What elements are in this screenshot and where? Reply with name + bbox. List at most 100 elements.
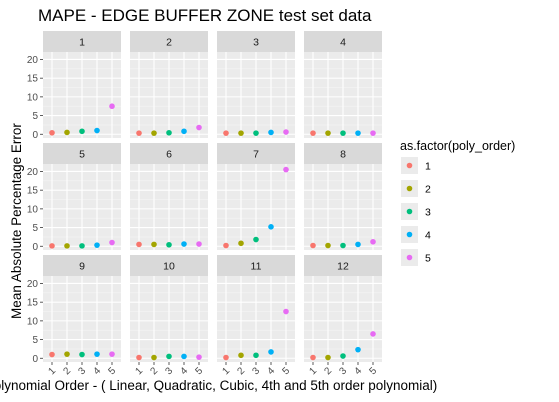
- data-point: [151, 354, 157, 361]
- x-tick-label: 2: [61, 365, 73, 377]
- data-point: [166, 241, 172, 248]
- facet-strip-label: 4: [340, 37, 346, 49]
- x-tick-label: 4: [352, 365, 364, 377]
- y-tick-label: 5: [32, 111, 38, 122]
- facet-strip: [43, 143, 121, 164]
- facet-strip-label: 2: [166, 37, 172, 49]
- y-tick-label: 5: [32, 223, 38, 234]
- facet-strip-label: 9: [79, 261, 85, 273]
- x-tick-label: 4: [91, 365, 103, 377]
- legend-entry-5: 5: [401, 249, 431, 266]
- data-point: [325, 354, 331, 361]
- y-tick-label: 0: [32, 242, 38, 253]
- y-tick-label: 15: [27, 298, 39, 309]
- legend-label: 4: [425, 230, 431, 242]
- data-point: [355, 130, 361, 136]
- data-point: [166, 353, 172, 360]
- facet-panel-6: 6: [130, 143, 208, 250]
- data-point: [94, 127, 100, 134]
- x-tick-label: 2: [148, 365, 160, 377]
- data-point: [268, 129, 274, 136]
- legend-point: [406, 162, 413, 169]
- data-point: [151, 241, 157, 248]
- facet-strip-label: 8: [340, 149, 346, 161]
- y-axis-title: Mean Absolute Percentage Error: [9, 123, 24, 319]
- legend: as.factor(poly_order) 1 2 3 4 5: [400, 139, 515, 266]
- facet-strip: [217, 143, 295, 164]
- x-tick-label: 1: [307, 365, 319, 377]
- x-axis-title: Polynomial Order - ( Linear, Quadratic, …: [0, 378, 437, 393]
- data-point: [355, 346, 361, 353]
- legend-entries: 1 2 3 4 5: [401, 157, 431, 266]
- data-point: [223, 130, 229, 136]
- legend-entry-2: 2: [401, 180, 431, 197]
- facet-strip-label: 5: [79, 149, 85, 161]
- facet-strip-label: 3: [253, 37, 259, 49]
- legend-entry-1: 1: [401, 157, 431, 174]
- data-point: [64, 129, 70, 136]
- y-tick-label: 20: [27, 279, 39, 290]
- legend-label: 3: [425, 207, 431, 219]
- x-tick-label: 3: [163, 365, 175, 377]
- data-point: [181, 353, 187, 360]
- data-point: [94, 242, 100, 248]
- x-tick-label: 1: [46, 365, 58, 377]
- data-point: [355, 241, 361, 248]
- x-tick-label: 5: [367, 365, 379, 377]
- data-point: [109, 351, 115, 357]
- facet-panel-4: 4: [304, 31, 382, 138]
- facet-panel-8: 8: [304, 143, 382, 250]
- data-point: [238, 352, 244, 359]
- data-point: [196, 354, 202, 360]
- data-point: [166, 129, 172, 136]
- data-point: [94, 351, 100, 357]
- facet-strip-label: 10: [163, 261, 175, 273]
- data-point: [325, 242, 331, 249]
- facet-strip-label: 6: [166, 149, 172, 161]
- data-point: [310, 130, 316, 136]
- data-point: [223, 354, 229, 361]
- data-point: [49, 243, 55, 249]
- facet-strip: [130, 31, 208, 52]
- y-tick-label: 0: [32, 130, 38, 141]
- x-tick-label: 3: [250, 365, 262, 377]
- data-point: [283, 166, 289, 173]
- data-point: [268, 224, 274, 230]
- facet-strip: [130, 143, 208, 164]
- data-point: [49, 129, 55, 136]
- data-point: [64, 243, 70, 249]
- data-point: [49, 351, 55, 358]
- data-point: [370, 238, 376, 245]
- facet-panel-2: 2: [130, 31, 208, 138]
- data-point: [238, 130, 244, 136]
- x-tick-label: 3: [76, 365, 88, 377]
- data-point: [253, 352, 259, 359]
- data-point: [136, 354, 142, 361]
- legend-label: 5: [425, 253, 431, 265]
- data-point: [79, 128, 85, 135]
- facet-strip: [217, 255, 295, 276]
- facet-strip: [130, 255, 208, 276]
- y-tick-label: 10: [27, 316, 39, 327]
- data-point: [370, 331, 376, 337]
- facet-panel-10: 10 1 2 3 4 5: [130, 255, 208, 377]
- facet-strip: [43, 31, 121, 52]
- y-tick-label: 0: [32, 354, 38, 365]
- data-point: [370, 130, 376, 136]
- data-point: [109, 103, 115, 110]
- facet-panel-11: 111 2 3 4 5: [217, 255, 295, 377]
- facet-panel-12: 121 2 3 4 5: [304, 255, 382, 377]
- data-point: [79, 243, 85, 249]
- chart-title: MAPE - EDGE BUFFER ZONE test set data: [38, 6, 372, 25]
- facet-strip: [217, 31, 295, 52]
- facet-panel-3: 3: [217, 31, 295, 138]
- facet-strip-label: 11: [251, 261, 262, 273]
- legend-point: [406, 254, 413, 261]
- data-point: [238, 240, 244, 247]
- data-point: [196, 241, 202, 247]
- x-tick-label: 1: [220, 365, 232, 377]
- facet-strip: [304, 31, 382, 52]
